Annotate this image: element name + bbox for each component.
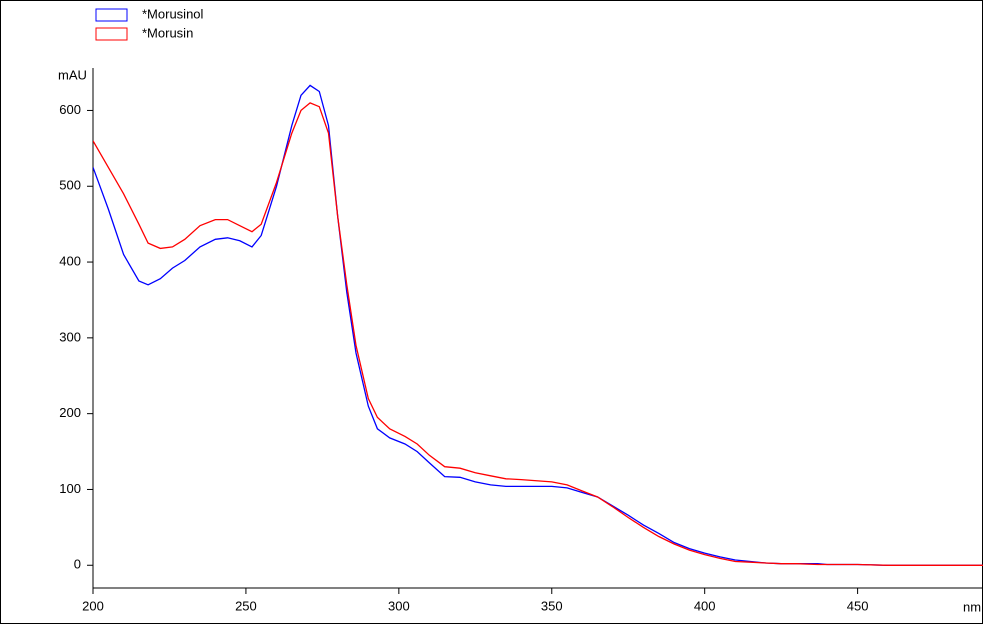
legend-swatch xyxy=(95,8,128,22)
x-axis-label: nm xyxy=(963,599,981,614)
legend-label: *Morusinol xyxy=(142,6,204,21)
x-tick-label: 200 xyxy=(82,598,104,613)
y-tick-label: 200 xyxy=(59,405,81,420)
x-tick-label: 300 xyxy=(388,598,410,613)
y-tick-label: 300 xyxy=(59,329,81,344)
y-tick-label: 600 xyxy=(59,102,81,117)
x-tick-label: 350 xyxy=(541,598,563,613)
y-tick-label: 500 xyxy=(59,178,81,193)
y-axis-label: mAU xyxy=(58,67,87,82)
y-tick-label: 0 xyxy=(74,557,81,572)
y-tick-label: 400 xyxy=(59,253,81,268)
x-tick-label: 450 xyxy=(847,598,869,613)
x-tick-label: 400 xyxy=(694,598,716,613)
legend-swatch xyxy=(95,27,128,41)
x-tick-label: 250 xyxy=(235,598,257,613)
series-line xyxy=(93,102,983,566)
legend-label: *Morusin xyxy=(142,25,193,40)
y-tick-label: 100 xyxy=(59,481,81,496)
